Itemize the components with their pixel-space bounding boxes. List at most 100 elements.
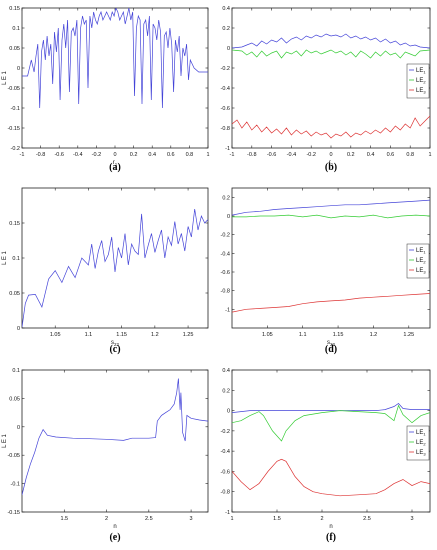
x-axis-label-main: n	[329, 524, 332, 530]
x-tick-label: 2	[320, 516, 323, 522]
x-tick-label: 0.2	[130, 152, 138, 158]
plot-frame	[21, 369, 209, 513]
x-tick-label: 0	[329, 152, 332, 158]
y-tick-label: 0.1	[12, 256, 20, 262]
x-tick-label: 3	[410, 516, 413, 522]
series-line-2	[232, 214, 430, 219]
panel-caption: (b)	[325, 162, 337, 173]
legend-label-sub: 1	[423, 432, 426, 437]
legend-label-main: LE	[416, 68, 423, 74]
x-tick-label: 1.5	[273, 516, 281, 522]
legend-label-sub: 2	[423, 260, 426, 265]
x-tick-label: 1	[230, 516, 233, 522]
chart-c: 1.05 1.1 1.15 1.2 1.25 0 0.05 0.1 0.15 s22 L E 1 (c…	[2, 187, 209, 355]
legend-label-sub: 1	[423, 250, 426, 255]
x-tick-label: 1	[206, 152, 209, 158]
legend-label-sub: 3	[423, 90, 426, 95]
y-tick-label: -0.8	[221, 126, 230, 132]
x-tick-label: 1.05	[50, 332, 61, 338]
y-tick-label: -0.4	[221, 449, 230, 455]
series-line-2	[232, 49, 430, 59]
x-tick-label: 1.5	[60, 516, 68, 522]
y-tick-label: 0.4	[222, 368, 230, 374]
legend-label-3: LE3	[416, 450, 426, 457]
series-line-1	[22, 378, 208, 496]
legend-label-main: LE	[416, 268, 423, 274]
y-tick-label: -1	[225, 146, 230, 152]
panel-caption: (d)	[325, 344, 337, 355]
legend-label-2: LE2	[416, 78, 426, 85]
x-axis-label: s22	[111, 340, 120, 347]
plot-frame	[21, 7, 209, 149]
y-tick-label: 0.2	[222, 195, 230, 201]
y-tick-label: 0	[17, 326, 20, 332]
x-tick-label: -0.8	[36, 152, 45, 158]
series-line-2	[232, 404, 430, 442]
legend: LE1 LE2 LE3	[406, 425, 430, 461]
panel-caption: (a)	[109, 162, 121, 173]
legend-label-main: LE	[416, 440, 423, 446]
x-tick-label: 3	[190, 516, 193, 522]
legend-label-sub: 3	[423, 270, 426, 275]
y-tick-label: -0.8	[221, 490, 230, 496]
x-tick-label: 1	[428, 152, 431, 158]
legend-label-main: LE	[416, 258, 423, 264]
x-axis-label: r1	[329, 160, 334, 167]
x-tick-label: 0.4	[367, 152, 375, 158]
x-axis-label-main: r	[329, 160, 331, 166]
x-tick-label: 2	[105, 516, 108, 522]
series-line-1	[22, 208, 208, 328]
y-tick-label: -0.1	[11, 106, 20, 112]
y-axis-label: L E 1	[2, 70, 8, 84]
series-line-3	[232, 293, 430, 313]
x-tick-label: 1.05	[262, 332, 273, 338]
y-tick-label: -0.05	[7, 86, 20, 92]
chart-e: 1.5 2 2.5 3 -0.15 -0.1 -0.05 0 0.05 0.1 n L E 1 (e)	[2, 368, 209, 543]
y-axis-label: L E 1	[2, 250, 8, 264]
chart-f: 1 1.5 2 2.5 3-1-0.8-0.6-0.4-0.200.20.4nLE1LE…	[221, 368, 431, 543]
legend-label-2: LE2	[416, 440, 426, 447]
y-tick-label: -0.15	[7, 126, 20, 132]
x-axis-label: n	[113, 524, 116, 530]
y-tick-label: -0.05	[7, 453, 20, 459]
y-tick-label: -0.2	[11, 146, 20, 152]
y-tick-label: 0.2	[222, 388, 230, 394]
legend-box	[406, 63, 430, 99]
plot-frame	[21, 187, 209, 329]
plot-frame	[231, 369, 431, 513]
legend-label-main: LE	[416, 430, 423, 436]
x-tick-label: 0.6	[167, 152, 175, 158]
y-tick-label: -1	[225, 510, 230, 516]
panel-caption: (f)	[326, 532, 336, 543]
y-axis-label: L E 1	[2, 433, 8, 447]
x-axis-label: n	[329, 524, 332, 530]
panel-caption: (e)	[109, 532, 120, 543]
y-tick-label: -0.8	[221, 289, 230, 295]
x-axis-label: s22	[327, 340, 336, 347]
x-tick-label: 0.2	[347, 152, 355, 158]
x-tick-label: 2.5	[145, 516, 153, 522]
legend-label-1: LE1	[416, 248, 426, 255]
x-axis-label-sub: 1	[115, 162, 118, 167]
x-tick-label: 1.2	[370, 332, 378, 338]
y-tick-label: 0.15	[9, 6, 20, 12]
x-tick-label: 0.6	[387, 152, 395, 158]
y-tick-label: -0.15	[7, 510, 20, 516]
series-line-1	[232, 33, 430, 49]
series-line-3	[232, 115, 430, 139]
x-axis-label: r1	[113, 160, 118, 167]
x-tick-label: 1.1	[299, 332, 307, 338]
x-tick-label: -0.6	[54, 152, 63, 158]
y-tick-label: 0.05	[9, 46, 20, 52]
x-tick-label: 1.25	[403, 332, 414, 338]
series-line-1	[22, 8, 208, 109]
x-axis-label-sub: 22	[330, 342, 336, 347]
x-tick-label: 0.8	[406, 152, 414, 158]
y-tick-label: -0.6	[221, 469, 230, 475]
y-tick-label: -0.4	[221, 86, 230, 92]
series-line-1	[232, 199, 430, 216]
y-tick-label: 0.05	[9, 291, 20, 297]
x-tick-label: -1	[20, 152, 25, 158]
legend-label-2: LE2	[416, 258, 426, 265]
